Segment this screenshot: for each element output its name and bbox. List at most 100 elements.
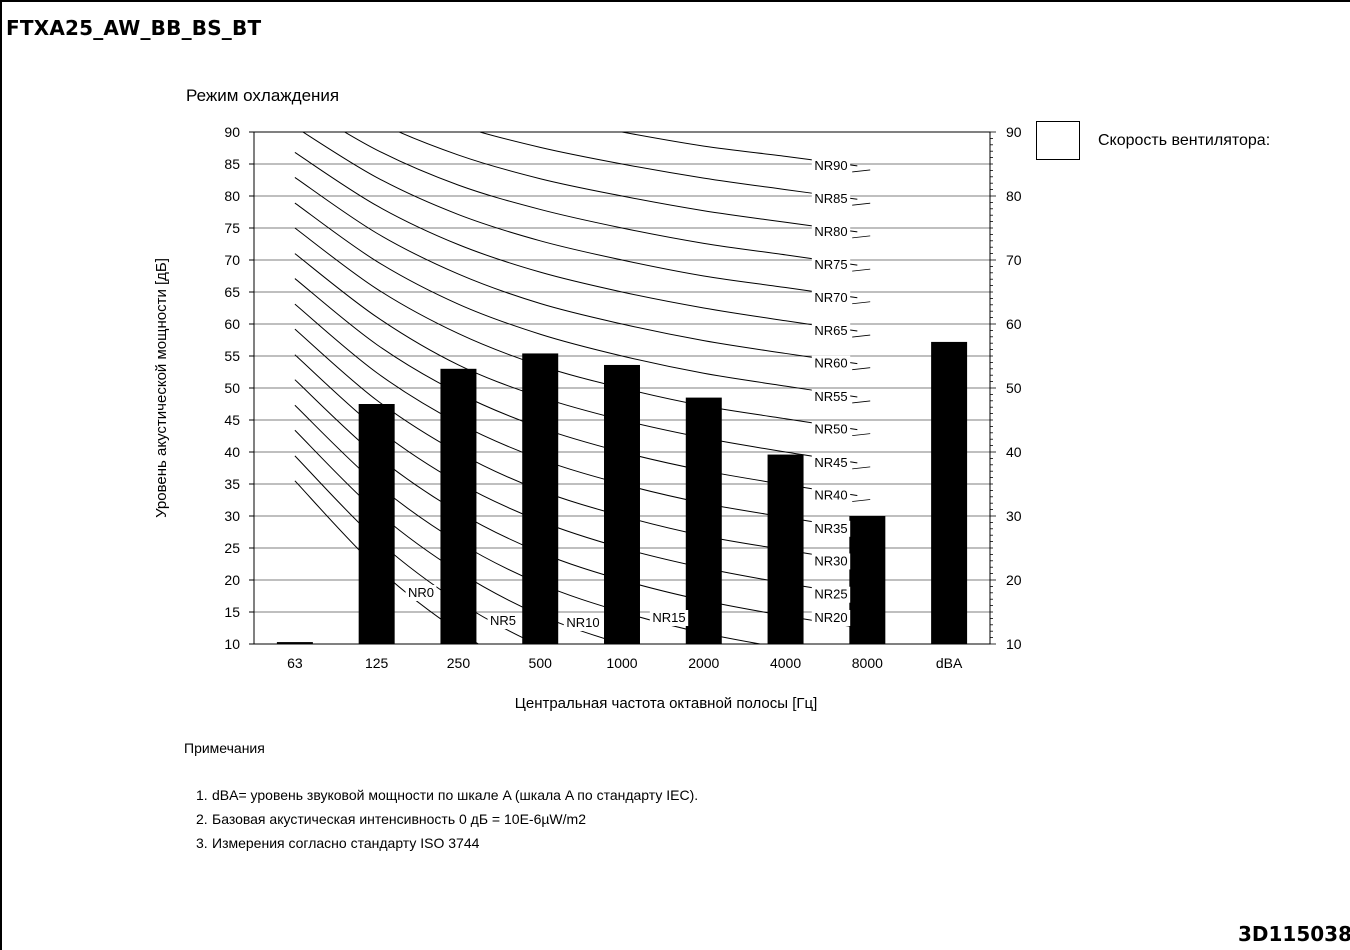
bar — [849, 516, 886, 644]
curve-label-bg — [811, 223, 851, 240]
note-text: Измерения согласно стандарту ISO 3744 — [212, 835, 480, 851]
y-tick-label: 80 — [224, 188, 240, 204]
y-tick-label: 35 — [224, 476, 240, 492]
note-number: 3. — [196, 835, 208, 851]
curve-label-bg — [811, 586, 851, 603]
bar — [931, 341, 968, 644]
y-axis-label: Уровень акустической мощности [дБ] — [153, 258, 170, 518]
curve-label-bg — [563, 615, 603, 631]
nr-curve — [294, 227, 858, 431]
curve-label: NR80 — [814, 224, 847, 239]
curve-label-bg — [811, 553, 851, 570]
y-tick-label: 60 — [224, 316, 240, 332]
curve-label: NR20 — [814, 610, 847, 625]
curve-label-leader — [852, 334, 871, 338]
curve-label: NR90 — [814, 158, 847, 173]
chart-title: Режим охлаждения — [186, 86, 340, 105]
curve-label-bg — [405, 585, 437, 601]
curve-label-bg — [811, 520, 851, 537]
y-tick-label: 10 — [224, 636, 240, 652]
curve-label-leader — [852, 268, 871, 272]
y-tick-label: 70 — [224, 252, 240, 268]
x-axis-label: Центральная частота октавной полосы [Гц] — [515, 695, 818, 712]
curve-label-bg — [487, 613, 519, 629]
nr-curve — [397, 132, 858, 233]
curve-label: NR5 — [490, 613, 516, 628]
note-item: 3. Измерения согласно стандарту ISO 3744 — [196, 831, 698, 855]
note-item: 1. dBA= уровень звуковой мощности по шкал… — [196, 783, 698, 807]
curve-label-leader — [852, 235, 871, 239]
curve-label-leader — [852, 202, 871, 206]
curve-label-leader — [852, 367, 871, 371]
curve-label-bg — [811, 610, 851, 626]
y-tick-label: 85 — [224, 156, 240, 172]
document-code: 3D115038/ — [1238, 922, 1350, 946]
right-tick-label: 50 — [1006, 380, 1022, 396]
x-tick-label: 8000 — [852, 655, 883, 671]
note-number: 2. — [196, 811, 208, 827]
note-text: Базовая акустическая интенсивность 0 дБ … — [212, 811, 586, 827]
x-tick-label: 63 — [287, 655, 303, 671]
y-tick-label: 15 — [224, 604, 240, 620]
nr-curve — [343, 132, 858, 266]
y-tick-label: 50 — [224, 380, 240, 396]
x-tick-label: 250 — [447, 655, 471, 671]
note-item: 2. Базовая акустическая интенсивность 0 д… — [196, 807, 698, 831]
curve-label-bg — [811, 487, 851, 504]
bar — [767, 454, 804, 644]
document-title: FTXA25_AW_BB_BS_BT — [6, 16, 262, 40]
curve-label: NR15 — [652, 610, 685, 625]
nr-curve — [294, 253, 858, 464]
bar — [358, 404, 395, 644]
right-tick-label: 80 — [1006, 188, 1022, 204]
curve-label-leader — [852, 532, 871, 536]
right-tick-label: 70 — [1006, 252, 1022, 268]
curve-label: NR85 — [814, 191, 847, 206]
curve-label-bg — [649, 610, 689, 626]
nr-curve — [619, 132, 858, 167]
chart-bars — [276, 341, 968, 644]
curve-label: NR55 — [814, 389, 847, 404]
x-tick-label: 1000 — [606, 655, 637, 671]
note-number: 1. — [196, 787, 208, 803]
right-tick-label: 10 — [1006, 636, 1022, 652]
notes-title: Примечания — [184, 740, 265, 756]
nr-curve — [477, 132, 858, 200]
x-tick-label: 2000 — [688, 655, 719, 671]
nr-curve — [294, 202, 858, 398]
curve-label-leader — [852, 433, 871, 436]
y-tick-label: 90 — [224, 124, 240, 140]
curve-label-bg — [811, 388, 851, 405]
y-tick-label: 20 — [224, 572, 240, 588]
bar — [604, 364, 640, 644]
curve-label: NR30 — [814, 553, 847, 568]
y-tick-label: 40 — [224, 444, 240, 460]
curve-label: NR35 — [814, 521, 847, 536]
nr-curve-labels: NR0 NR5 NR10 NR15 NR20 NR25 NR30 NR35 NR40 NR45 NR… — [405, 157, 871, 631]
curve-label: NR45 — [814, 455, 847, 470]
curve-label-leader — [852, 598, 871, 602]
curve-label-bg — [811, 257, 851, 274]
bar — [522, 353, 559, 644]
right-tick-label: 30 — [1006, 508, 1022, 524]
curve-label-leader — [852, 400, 871, 404]
y-tick-label: 65 — [224, 284, 240, 300]
nr-curve — [302, 132, 858, 299]
curve-label: NR0 — [408, 585, 434, 600]
legend-swatch — [1036, 121, 1080, 160]
bar — [685, 397, 722, 644]
curve-label-leader — [852, 499, 871, 502]
axis-ticks: 10 15 20 25 30 35 40 45 50 55 60 65 70 75 80 85 90 10 20 30… — [224, 124, 1021, 671]
y-tick-label: 75 — [224, 220, 240, 236]
right-tick-label: 20 — [1006, 572, 1022, 588]
curve-label-bg — [811, 421, 851, 438]
right-tick-label: 90 — [1006, 124, 1022, 140]
x-tick-label: 125 — [365, 655, 389, 671]
curve-label-bg — [811, 289, 851, 306]
curve-label: NR10 — [566, 615, 599, 630]
curve-label: NR50 — [814, 422, 847, 437]
curve-label-leader — [852, 565, 871, 568]
curve-label: NR60 — [814, 356, 847, 371]
curve-label-leader — [852, 169, 871, 173]
